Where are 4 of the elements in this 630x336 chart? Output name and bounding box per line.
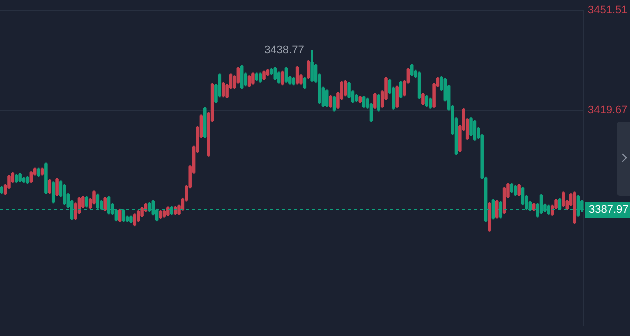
y-tick-label: 3451.51 <box>588 4 628 17</box>
annotation: 3438.77 <box>264 44 304 57</box>
y-tick-label: 3419.67 <box>588 104 628 117</box>
ref-line-label: 3387.97 <box>589 204 629 216</box>
